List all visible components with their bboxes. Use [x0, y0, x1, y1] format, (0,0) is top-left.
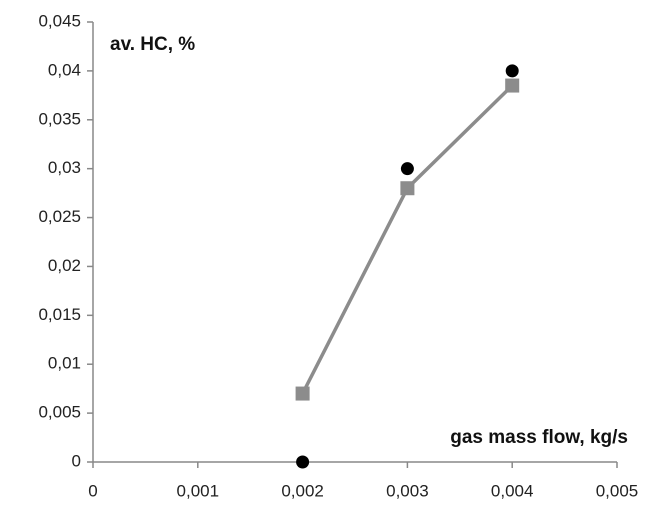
y-tick-label: 0: [72, 451, 81, 470]
x-tick-label: 0,003: [386, 481, 429, 500]
circle-marker: [505, 64, 519, 78]
y-tick-label: 0,045: [38, 11, 81, 30]
y-tick-label: 0,04: [48, 60, 81, 79]
series-line: [301, 84, 514, 395]
y-tick-label: 0,01: [48, 354, 81, 373]
y-tick-label: 0,03: [48, 158, 81, 177]
x-tick-label: 0: [88, 481, 97, 500]
square-marker: [505, 78, 520, 93]
circle-marker: [400, 162, 414, 176]
x-axis-annotation: gas mass flow, kg/s: [450, 427, 628, 448]
y-tick-label: 0,015: [38, 305, 81, 324]
y-tick-label: 0,02: [48, 256, 81, 275]
x-tick-label: 0,004: [491, 481, 534, 500]
x-tick-label: 0,001: [177, 481, 220, 500]
circle-marker: [296, 455, 310, 469]
square-marker: [400, 181, 415, 196]
x-tick-label: 0,002: [281, 481, 324, 500]
square-marker: [295, 386, 310, 401]
x-tick-label: 0,005: [596, 481, 639, 500]
y-tick-label: 0,035: [38, 109, 81, 128]
y-tick-label: 0,025: [38, 207, 81, 226]
y-axis-annotation: av. HC, %: [110, 34, 195, 55]
y-tick-label: 0,005: [38, 403, 81, 422]
